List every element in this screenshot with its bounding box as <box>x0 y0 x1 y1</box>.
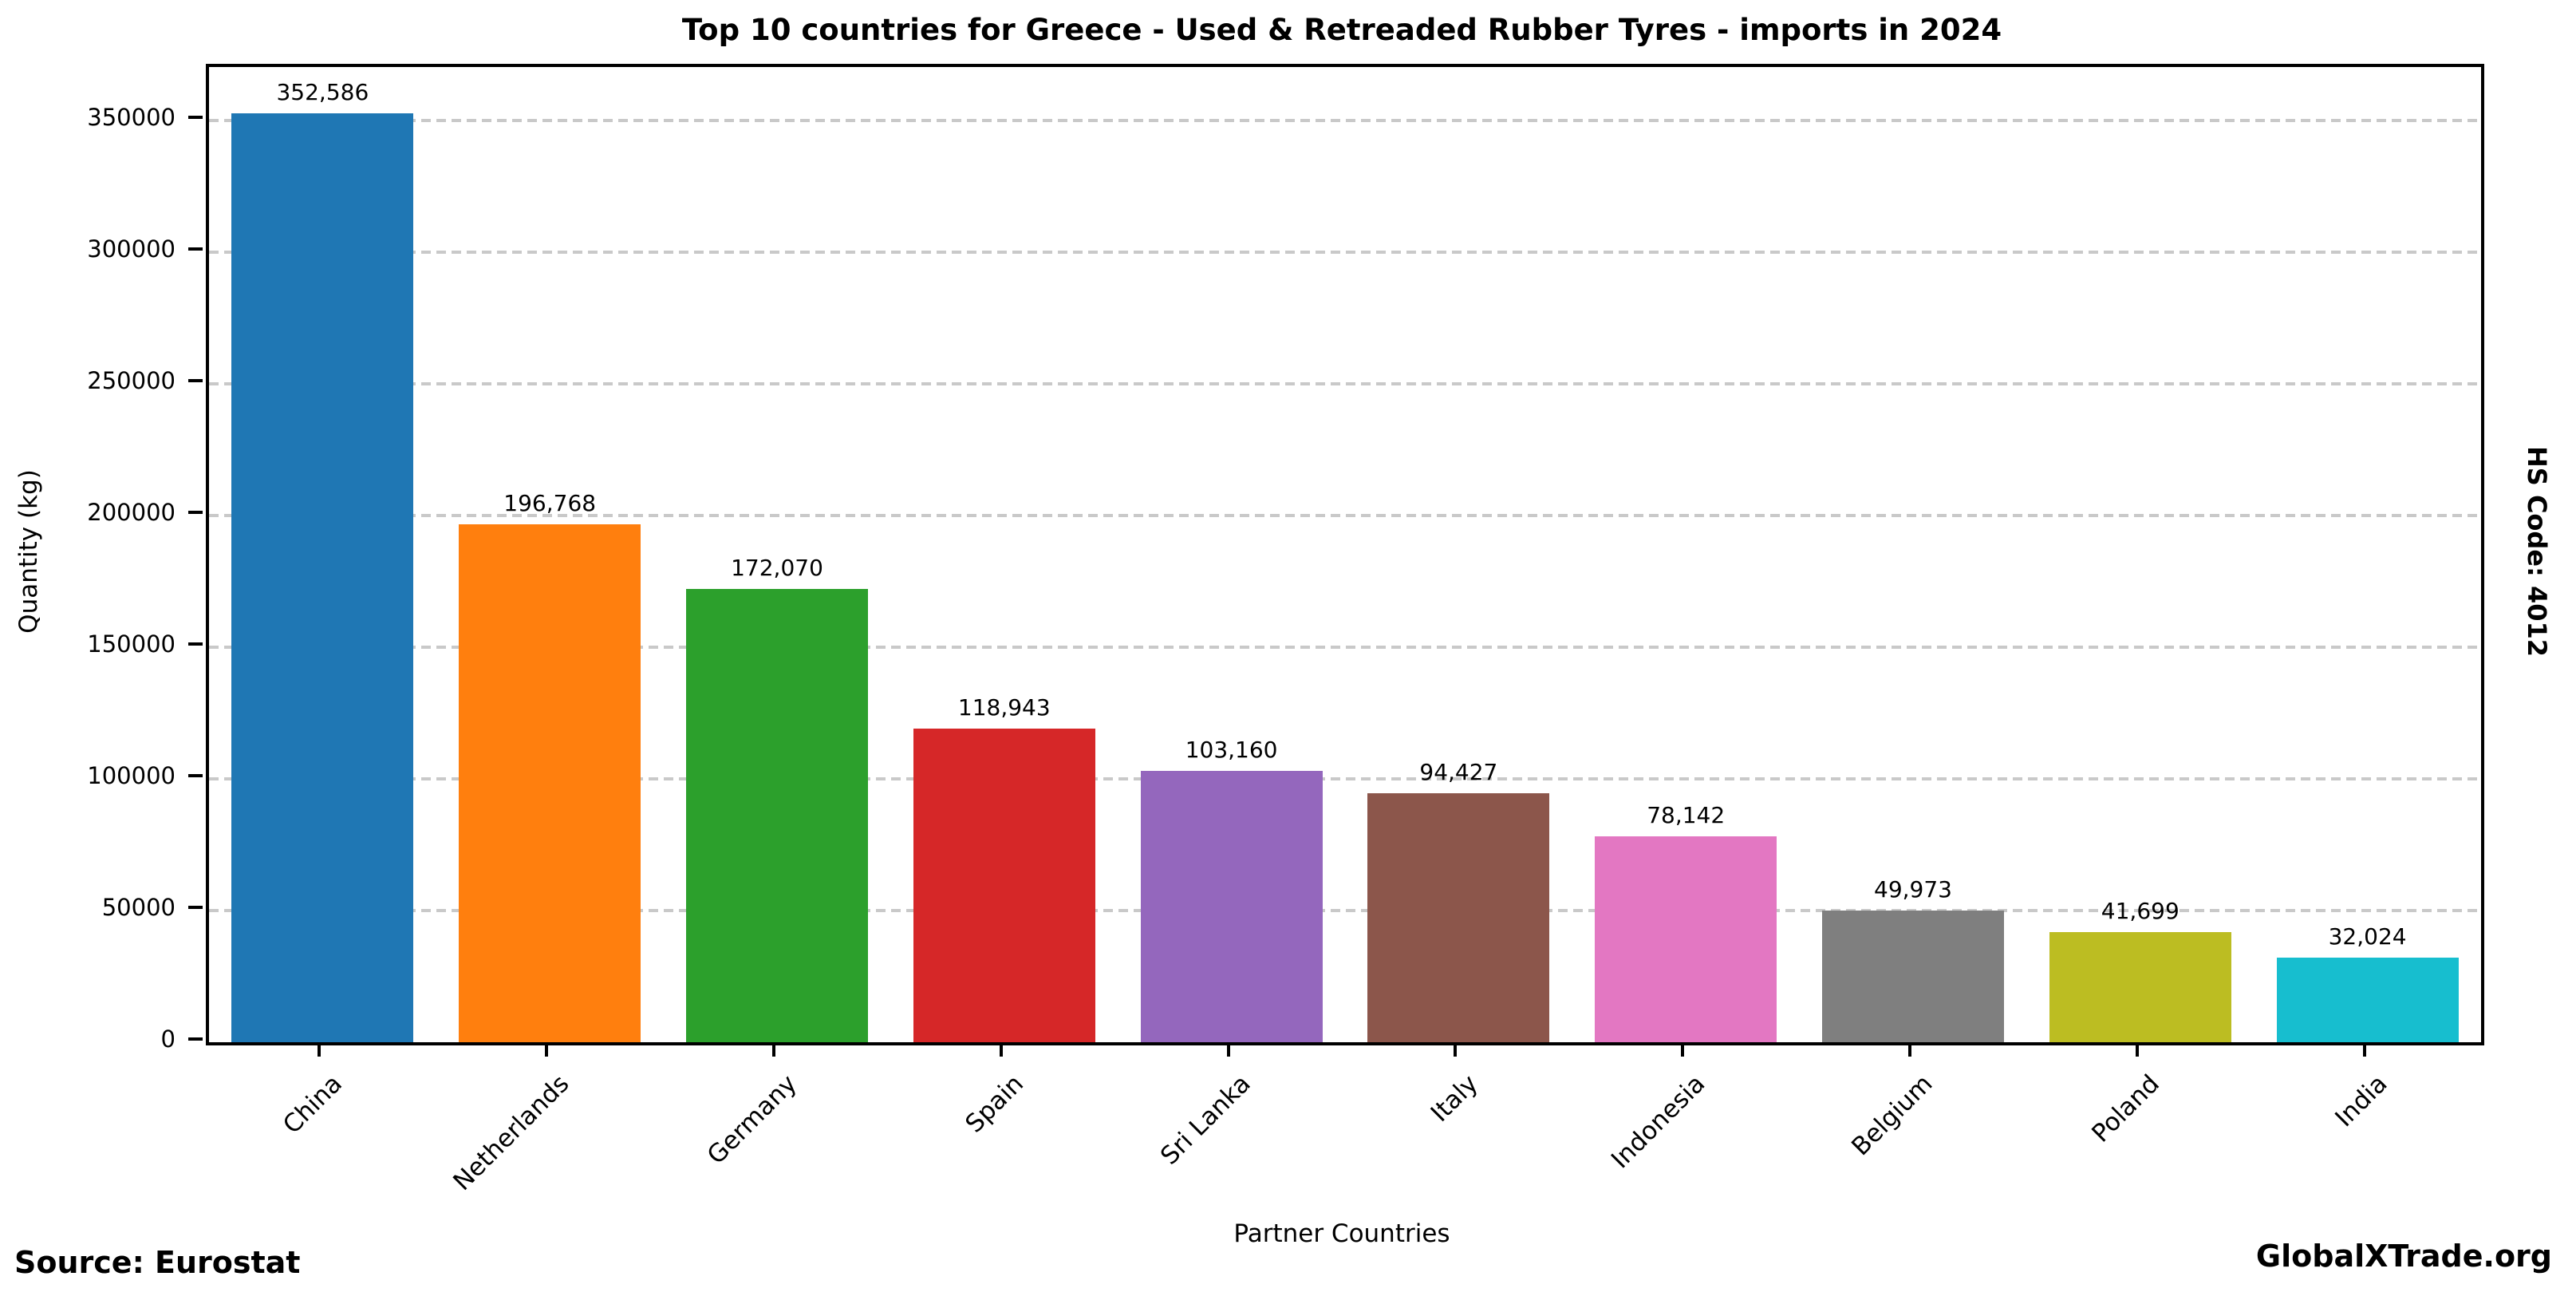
bar-value-label: 94,427 <box>1419 759 1498 786</box>
x-tick-label-india: India <box>2329 1069 2393 1133</box>
x-tick-label-china: China <box>277 1069 348 1140</box>
bar-value-label: 103,160 <box>1185 736 1278 763</box>
source-credit: Source: Eurostat <box>14 1245 301 1280</box>
y-tick-mark <box>188 247 203 251</box>
x-tick-label-poland: Poland <box>2086 1069 2166 1148</box>
bar-china <box>231 113 414 1042</box>
y-axis: 0 50000 100000 150000 200000 250000 300000 3500… <box>0 64 206 1053</box>
gridline-y-350000 <box>209 118 2481 122</box>
y-tick-label: 100000 <box>87 761 176 789</box>
y-tick-label: 250000 <box>87 366 176 394</box>
y-tick-mark <box>188 115 203 119</box>
x-tick-label-italy: Italy <box>1425 1069 1484 1128</box>
gridline-y-100000 <box>209 776 2481 780</box>
y-tick-label: 50000 <box>101 893 176 921</box>
chart-title: Top 10 countries for Greece - Used & Ret… <box>681 13 2002 47</box>
y-tick-label: 150000 <box>87 630 176 658</box>
y-tick-mark <box>188 378 203 382</box>
gridline-y-300000 <box>209 250 2481 254</box>
x-tick-label-sri-lanka: Sri Lanka <box>1155 1069 1257 1171</box>
brand-credit: GlobalXTrade.org <box>2255 1239 2552 1274</box>
y-tick-mark <box>188 510 203 514</box>
bar-value-label: 49,973 <box>1874 876 1952 903</box>
bar-value-label: 78,142 <box>1647 802 1726 829</box>
bar-belgium <box>1822 911 2004 1042</box>
bar-sri-lanka <box>1140 770 1323 1042</box>
y-tick-label: 200000 <box>87 498 176 526</box>
x-tick-label-spain: Spain <box>960 1069 1030 1139</box>
hs-code-label: HS Code: 4012 <box>2522 445 2552 658</box>
gridline-y-150000 <box>209 645 2481 649</box>
bar-value-label: 41,699 <box>2101 898 2180 925</box>
y-tick-mark <box>188 773 203 777</box>
bar-india <box>2276 958 2459 1042</box>
bar-value-label: 172,070 <box>731 555 823 582</box>
bar-value-label: 32,024 <box>2328 923 2407 950</box>
x-tick-label-germany: Germany <box>701 1069 803 1171</box>
gridline-y-200000 <box>209 513 2481 517</box>
y-tick-label: 0 <box>160 1025 176 1053</box>
x-tick-label-belgium: Belgium <box>1846 1069 1939 1162</box>
bar-value-label: 196,768 <box>503 489 597 516</box>
gridline-y-250000 <box>209 381 2481 385</box>
x-tick-label-netherlands: Netherlands <box>448 1069 575 1197</box>
y-tick-label: 350000 <box>87 103 176 131</box>
bar-value-label: 118,943 <box>957 694 1051 721</box>
gridline-y-50000 <box>209 908 2481 912</box>
y-tick-mark <box>188 905 203 909</box>
x-axis-label: Partner Countries <box>1233 1219 1450 1248</box>
bar-indonesia <box>1595 836 1777 1042</box>
plot-area: 352,586 196,768 172,070 118,943 103,160 94,42… <box>206 64 2484 1045</box>
y-tick-label: 300000 <box>87 235 176 263</box>
y-tick-mark <box>188 642 203 646</box>
bar-italy <box>1367 793 1550 1042</box>
bar-netherlands <box>459 524 641 1042</box>
x-tick-label-indonesia: Indonesia <box>1606 1069 1711 1175</box>
bar-spain <box>913 729 1095 1042</box>
bar-germany <box>686 589 868 1042</box>
bar-value-label: 352,586 <box>276 79 369 106</box>
bar-poland <box>2049 932 2231 1042</box>
y-tick-mark <box>188 1037 203 1041</box>
x-axis: China Netherlands Germany Spain Sri Lanka Ita… <box>206 1042 2478 1290</box>
